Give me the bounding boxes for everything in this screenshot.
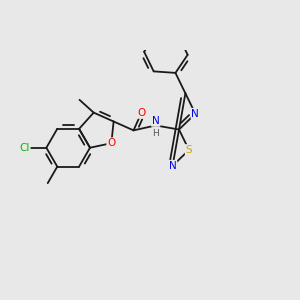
Text: N: N (191, 109, 199, 119)
Text: Cl: Cl (20, 143, 30, 153)
Text: O: O (137, 108, 146, 118)
Text: H: H (152, 129, 159, 138)
Text: S: S (186, 145, 192, 155)
Text: N: N (152, 116, 160, 126)
Text: O: O (107, 138, 116, 148)
Text: N: N (169, 161, 176, 171)
